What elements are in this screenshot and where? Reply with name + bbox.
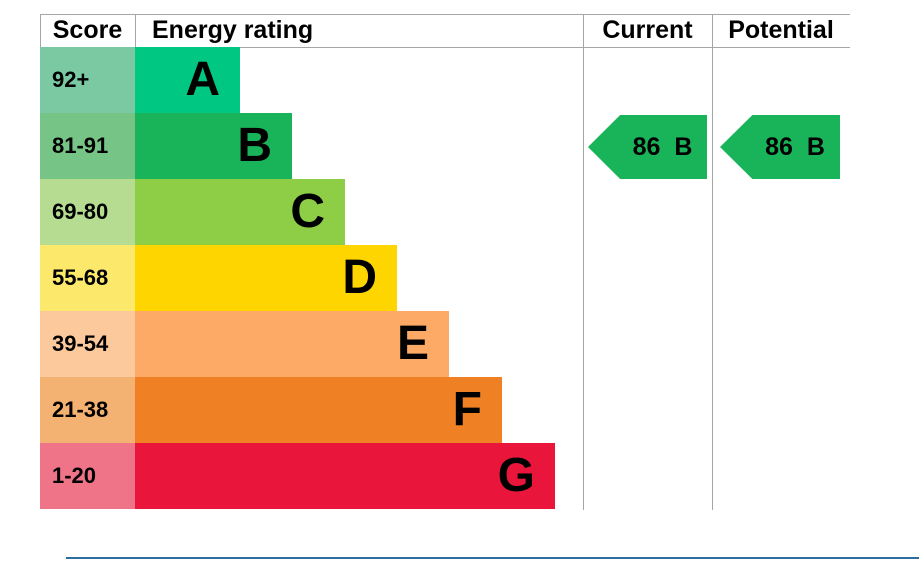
column-header-potential: Potential — [728, 16, 834, 44]
score-column-divider — [135, 14, 136, 48]
rating-band-bar: E — [135, 311, 449, 377]
rating-row-a: 92+ A — [0, 47, 919, 113]
score-range-cell: 69-80 — [40, 179, 135, 245]
rating-band-letter: C — [290, 185, 325, 238]
rating-band-letter: B — [237, 119, 272, 172]
header-left-border — [40, 14, 41, 48]
potential-column-divider — [712, 14, 713, 510]
header-top-border — [40, 14, 850, 15]
rating-band-bar: A — [135, 47, 240, 113]
score-range-cell: 39-54 — [40, 311, 135, 377]
rating-band-letter: A — [185, 53, 220, 106]
column-header-current: Current — [602, 16, 693, 44]
rating-band-letter: E — [396, 317, 429, 370]
score-range-cell: 92+ — [40, 47, 135, 113]
rating-band-bar: G — [135, 443, 555, 509]
footer-divider-line — [66, 557, 919, 559]
rating-band-bar: F — [135, 377, 502, 443]
rating-row-c: 69-80 C — [0, 179, 919, 245]
rating-band-letter: D — [342, 251, 377, 304]
rating-band-bar: C — [135, 179, 345, 245]
current-rating-value: 86 — [632, 132, 661, 161]
potential-rating-value: 86 — [765, 132, 793, 161]
rating-band-letter: F — [452, 383, 482, 436]
header-bottom-border — [40, 47, 850, 48]
score-range-cell: 55-68 — [40, 245, 135, 311]
rating-row-b: 81-91 B — [0, 113, 919, 179]
rating-row-d: 55-68 D — [0, 245, 919, 311]
rating-row-f: 21-38 F — [0, 377, 919, 443]
rating-band-bar: D — [135, 245, 397, 311]
current-rating-letter: B — [674, 132, 693, 161]
potential-rating-letter: B — [806, 132, 825, 161]
column-header-score: Score — [52, 16, 123, 44]
current-column-divider — [583, 14, 584, 510]
score-range-cell: 21-38 — [40, 377, 135, 443]
rating-band-bar: B — [135, 113, 292, 179]
score-range-cell: 1-20 — [40, 443, 135, 509]
rating-row-e: 39-54 E — [0, 311, 919, 377]
rating-band-letter: G — [497, 449, 535, 502]
rating-row-g: 1-20 G — [0, 443, 919, 509]
score-range-cell: 81-91 — [40, 113, 135, 179]
column-header-energy-rating: Energy rating — [152, 16, 314, 44]
rating-rows: 92+ A 81-91 B 69-80 C 55-68 D 39-54 E 21… — [0, 47, 919, 509]
